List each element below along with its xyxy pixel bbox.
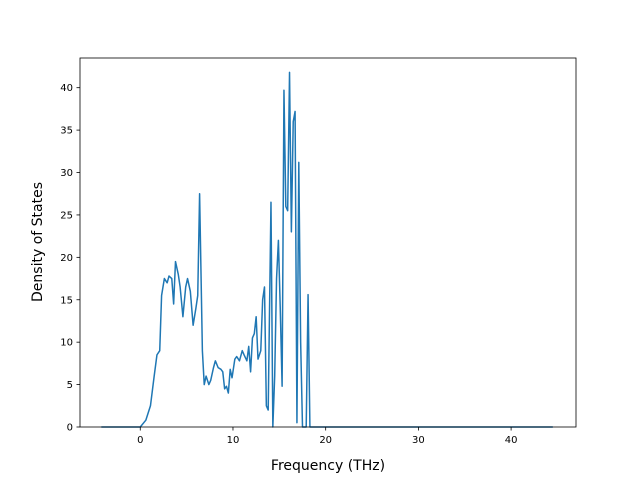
y-axis-label: Density of States: [30, 182, 46, 302]
x-axis-ticks: 0 10 20 30 40: [137, 427, 517, 446]
y-tick-label: 15: [60, 295, 73, 306]
y-tick-label: 25: [60, 210, 73, 221]
y-tick-label: 0: [67, 423, 73, 434]
x-tick-label: 20: [319, 435, 332, 446]
y-tick-label: 20: [60, 253, 73, 264]
y-tick-label: 40: [60, 83, 73, 94]
dos-series-line-0: [101, 71, 553, 428]
x-tick-label: 10: [227, 435, 240, 446]
y-tick-label: 5: [67, 380, 73, 391]
x-tick-label: 0: [137, 435, 143, 446]
y-tick-label: 35: [60, 126, 73, 137]
y-axis-ticks: 0 5 10 15 20 25 30 35 40: [60, 83, 80, 434]
x-tick-label: 40: [505, 435, 518, 446]
y-tick-label: 10: [60, 338, 73, 349]
plot-frame: [79, 57, 577, 428]
x-tick-label: 30: [412, 435, 425, 446]
plot-area: [79, 57, 577, 428]
x-axis-label: Frequency (THz): [271, 458, 385, 474]
y-tick-label: 30: [60, 168, 73, 179]
